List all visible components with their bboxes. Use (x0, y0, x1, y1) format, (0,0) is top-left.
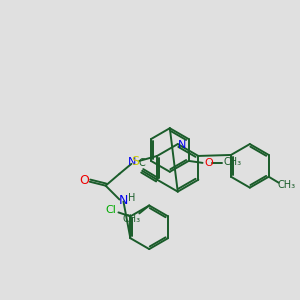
Text: CH₃: CH₃ (278, 180, 296, 190)
Text: N: N (128, 157, 136, 167)
Text: O: O (204, 158, 213, 168)
Text: O: O (79, 174, 89, 187)
Text: C: C (139, 158, 146, 168)
Text: S: S (131, 155, 140, 168)
Text: H: H (128, 193, 135, 202)
Text: N: N (119, 194, 128, 207)
Text: N: N (178, 140, 186, 150)
Text: CH₃: CH₃ (223, 157, 241, 167)
Text: Cl: Cl (105, 206, 116, 215)
Text: CH₃: CH₃ (122, 214, 140, 224)
